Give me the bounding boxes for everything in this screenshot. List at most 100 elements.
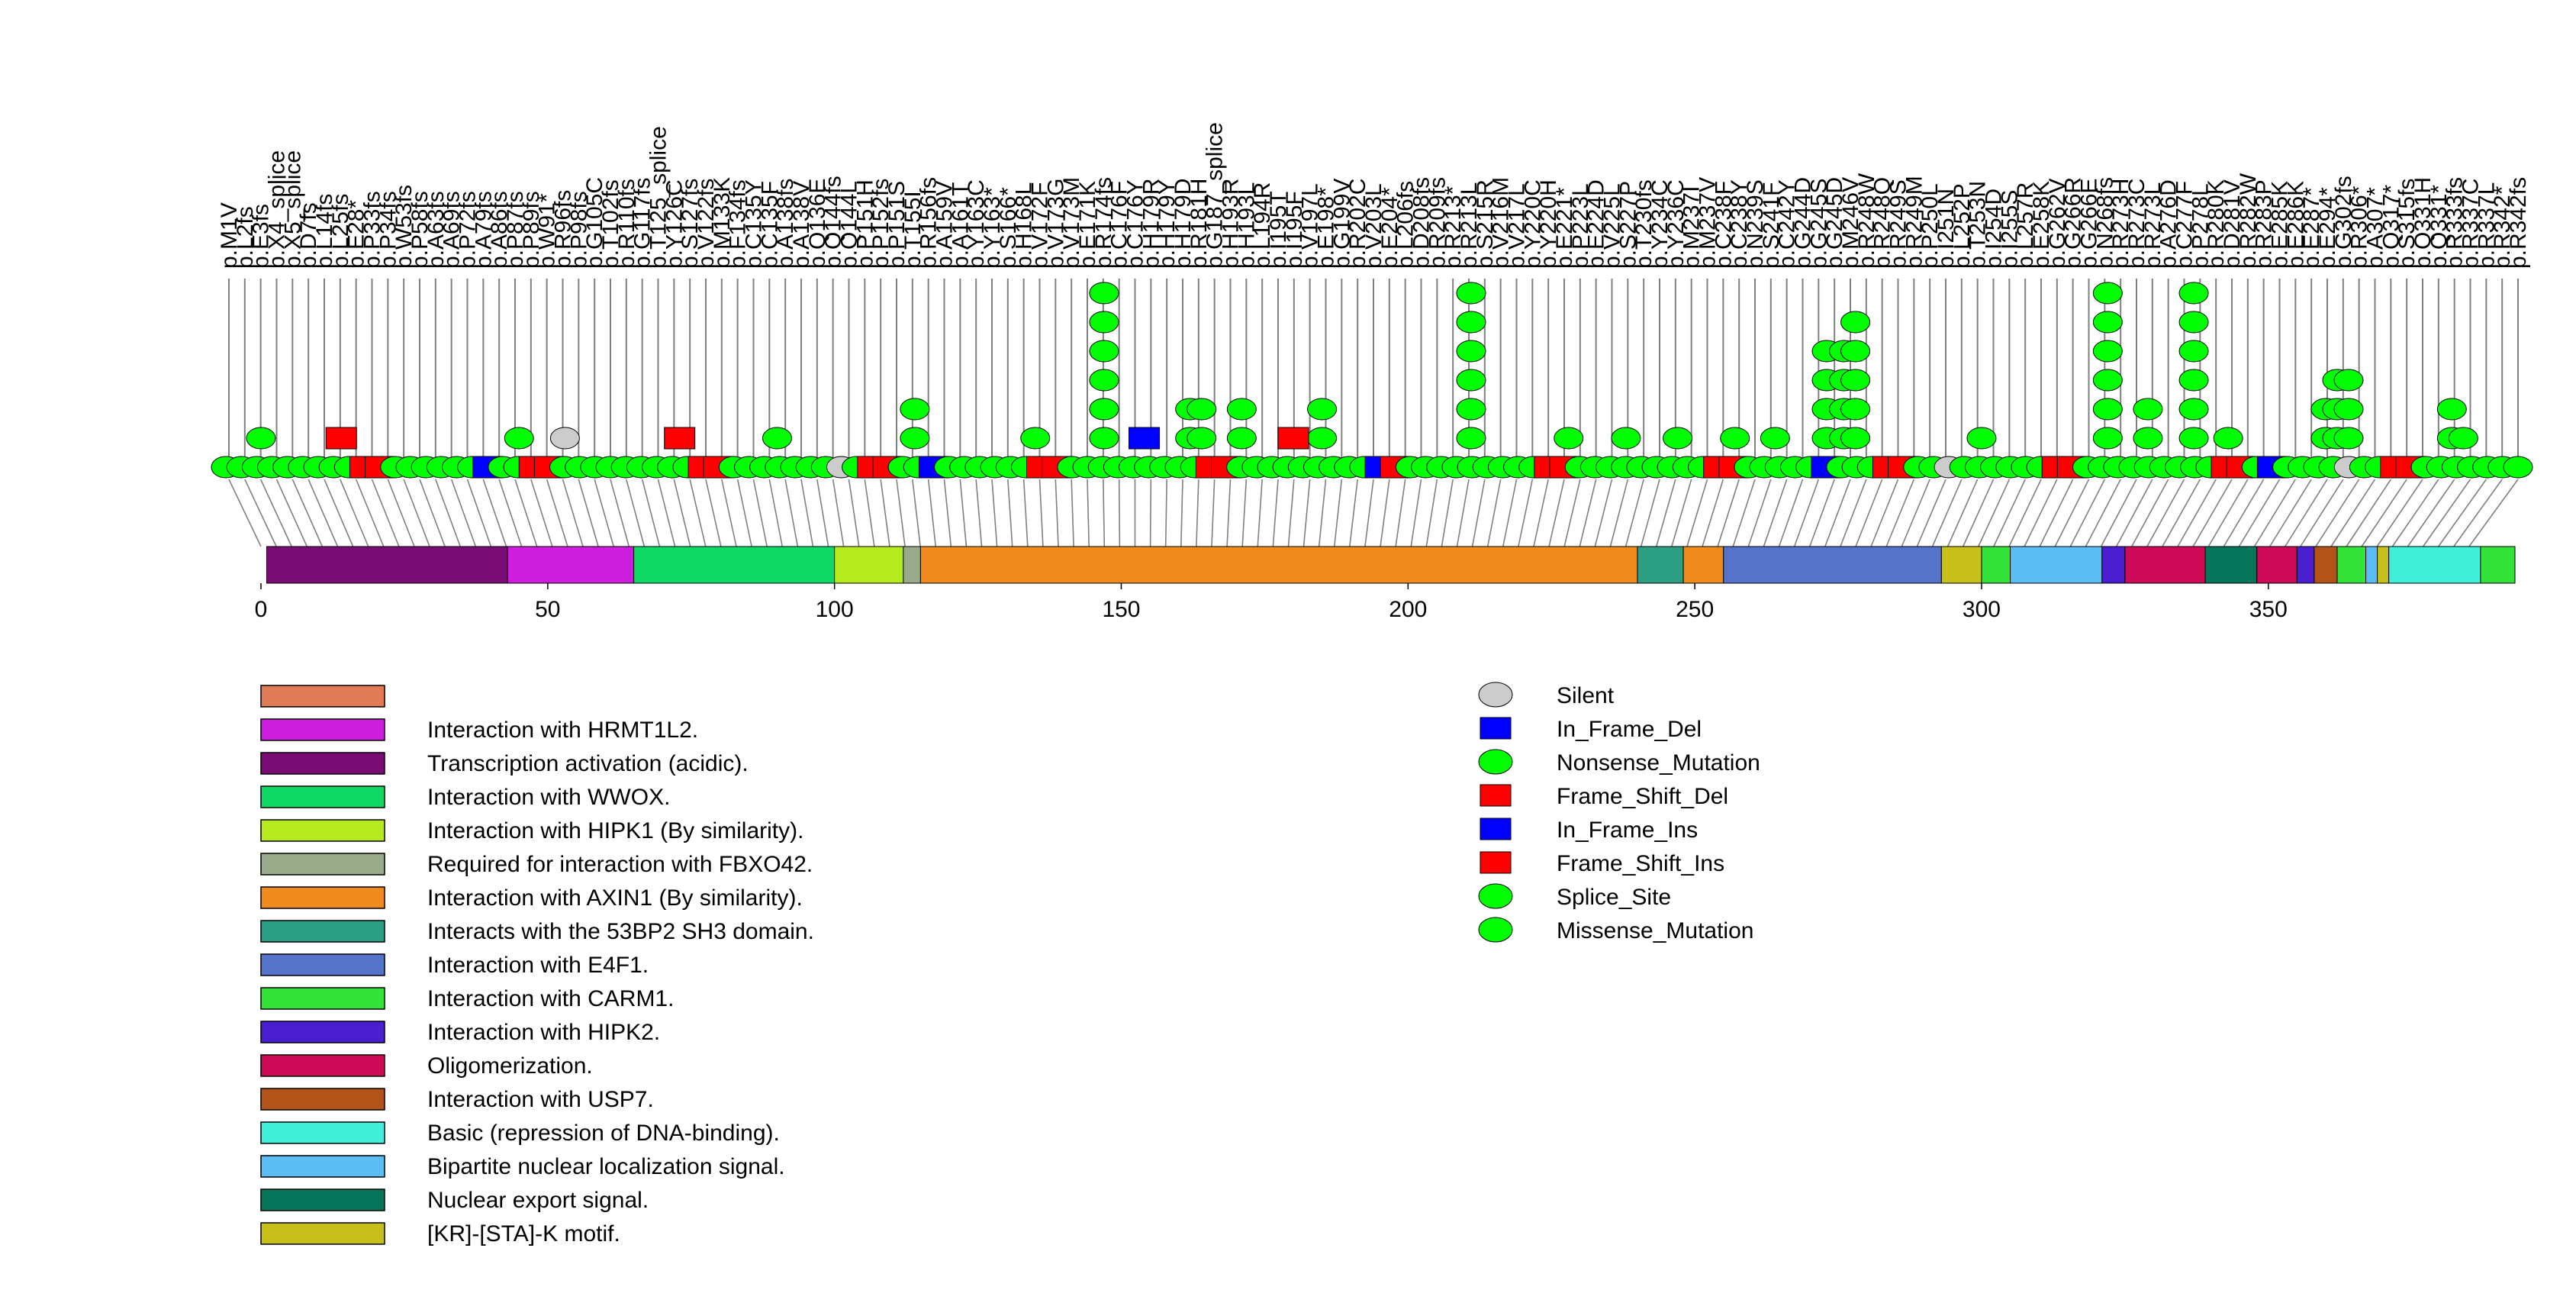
mutation-count-mark	[1187, 398, 1217, 421]
mutation-label: p.D281V	[2220, 179, 2245, 269]
mutation-label: p.R273L	[2140, 182, 2165, 269]
fan-line	[1055, 479, 1059, 547]
mutation-label: p.G262V	[2045, 179, 2070, 269]
mutation-label: p.P34fs	[375, 191, 401, 269]
mutation-label: p.G105C	[582, 177, 607, 269]
fan-line	[1502, 479, 1518, 547]
fan-line	[259, 479, 292, 547]
fan-line	[1118, 479, 1121, 547]
fan-line	[864, 479, 875, 547]
mutation-label: p.P58fs	[407, 191, 433, 269]
fan-line	[466, 479, 492, 547]
fan-line	[768, 479, 784, 547]
fan-line	[1732, 479, 1756, 547]
mutation-label: p.V197L	[1298, 183, 1323, 269]
fan-line	[371, 479, 400, 547]
mutation-count-mark	[1840, 369, 1871, 392]
mutation-label: p.V216M	[1489, 177, 1514, 269]
axis-tick-label: 150	[1102, 597, 1140, 622]
axis-tick-label: 200	[1389, 597, 1427, 622]
mutation-label: p.I195F	[1282, 191, 1307, 269]
fan-line	[1007, 479, 1013, 547]
fan-line	[2407, 479, 2455, 547]
mutation-label: p.R202C	[1345, 179, 1370, 269]
fan-line	[2422, 479, 2471, 547]
fan-line	[2039, 479, 2074, 547]
fan-line	[1763, 479, 1788, 547]
mutation-label: p.R181H	[1187, 179, 1212, 269]
fan-line	[2315, 479, 2360, 547]
domain-segment	[2101, 546, 2126, 584]
mutation-label: p.R174fs	[1091, 177, 1116, 269]
mutation-count-mark	[1226, 427, 1257, 450]
mutation-label: p.R110fs	[614, 179, 639, 269]
mutation-label: p.E198*	[1314, 187, 1339, 269]
fan-line	[784, 479, 799, 547]
mutation-label: p.T230fs	[1631, 179, 1657, 269]
fan-line	[1103, 479, 1106, 547]
fan-line	[2085, 479, 2121, 547]
fan-line	[832, 479, 845, 547]
mutation-count-mark	[2178, 311, 2209, 334]
legend-label: Interacts with the 53BP2 SH3 domain.	[427, 919, 814, 944]
legend-label: Required for interaction with FBXO42.	[427, 852, 813, 877]
fan-line	[1211, 479, 1216, 547]
axis-tick-label: 300	[1963, 597, 2001, 622]
mutation-count-mark	[2092, 340, 2123, 363]
fan-line	[1624, 479, 1644, 547]
fan-line	[2376, 479, 2423, 547]
mutation-label: p.I195T	[1266, 191, 1291, 269]
mutation-label: p.Y220C	[1520, 179, 1545, 269]
mutation-label: p.I251N	[1934, 189, 1959, 269]
fan-line	[705, 479, 722, 547]
legend-label: Transcription activation (acidic).	[427, 751, 749, 776]
legend-swatch	[260, 987, 385, 1010]
mutation-label: p.A138fs	[773, 179, 798, 269]
fan-line	[2238, 479, 2281, 547]
mutation-label: p.E171K	[1075, 181, 1100, 269]
domain-segment	[633, 546, 836, 584]
mutation-label: p.Y220H	[1536, 179, 1561, 269]
legend-swatch	[260, 886, 385, 909]
fan-line	[2285, 479, 2328, 547]
fan-line	[1931, 479, 1963, 547]
fan-line	[959, 479, 968, 547]
mutation-label: p.Q136E	[805, 179, 830, 269]
mutation-label: p.E258K	[2029, 181, 2054, 269]
mutation-label: p.L206fs	[1393, 181, 1418, 269]
domain-segment	[903, 546, 921, 584]
fan-line	[594, 479, 614, 547]
domain-segment	[834, 546, 904, 584]
fan-line	[562, 479, 584, 547]
mutation-label: p.M237I	[1679, 186, 1705, 269]
mutation-label: p.Q317*	[2378, 185, 2404, 269]
mutation-label: p.E3fs	[249, 204, 274, 269]
mutation-label: p.T102fs	[598, 179, 623, 269]
mutation-label: p.P87fs	[503, 191, 528, 269]
legend-label: Bipartite nuclear localization signal.	[427, 1154, 785, 1179]
frameshift-mark	[664, 427, 696, 450]
mutation-label: p.L252P	[1950, 183, 1975, 269]
legend-label: Interaction with HRMT1L2.	[427, 718, 698, 743]
fan-line	[2438, 479, 2487, 547]
legend-swatch	[260, 785, 385, 808]
fan-line	[387, 479, 415, 547]
mutation-label: p.R248W	[1854, 173, 1879, 269]
fan-line	[1349, 479, 1358, 547]
mutation-count-mark	[2178, 282, 2209, 305]
fan-line	[1071, 479, 1074, 547]
mutation-label: p.L194R	[1250, 182, 1275, 269]
mutation-count-mark	[1020, 427, 1051, 450]
mutation-type-legend: Silent In_Frame_Del Nonsense_Mutation Frame…	[1478, 682, 1760, 943]
legend-label: [KR]-[STA]-K motif.	[427, 1221, 620, 1246]
fan-line	[1164, 479, 1167, 547]
mutation-label: p.E28*	[344, 200, 369, 269]
mutation-count-mark	[2213, 427, 2243, 450]
legend-label: Interaction with HIPK2.	[427, 1020, 660, 1045]
mutation-count-mark	[1456, 340, 1486, 363]
fan-line	[1318, 479, 1327, 547]
legend-swatch	[260, 853, 385, 876]
legend-symbol	[1480, 818, 1512, 840]
fan-line	[1410, 479, 1422, 547]
